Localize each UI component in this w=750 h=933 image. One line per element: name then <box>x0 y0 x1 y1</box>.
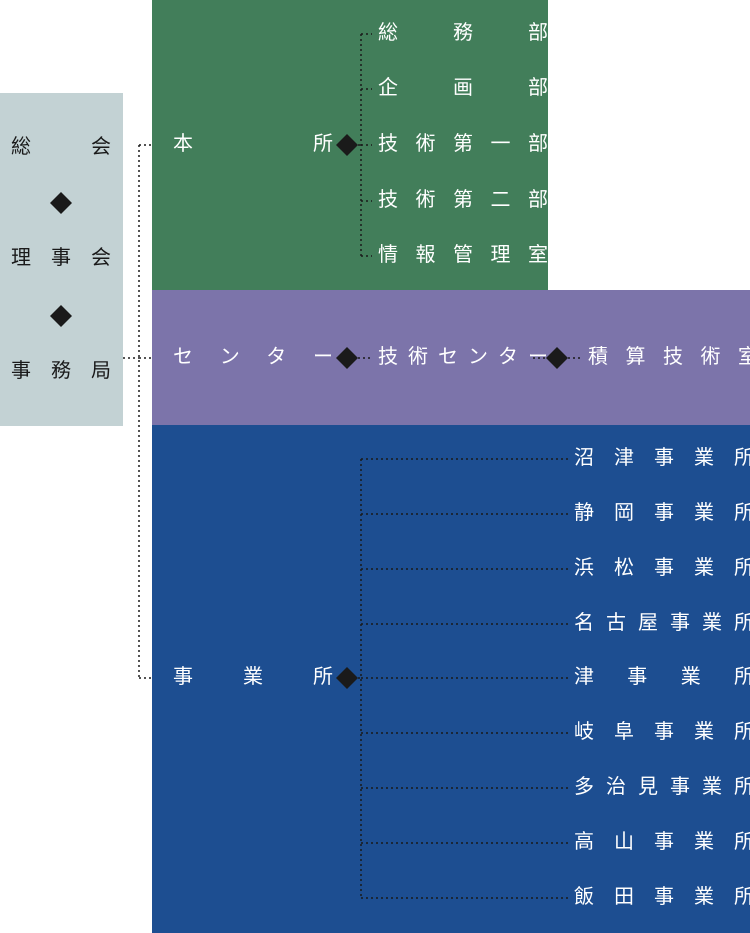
governance-item-0: 総 会 <box>11 135 111 158</box>
org-chart: 総 会理事会事務局本所総 務 部企 画 部技術第一部技術第二部情報管理室センター… <box>0 0 750 933</box>
governance-item-1: 理事会 <box>11 246 111 269</box>
governance-item-2: 事務局 <box>11 359 111 382</box>
offices-box <box>152 425 750 933</box>
